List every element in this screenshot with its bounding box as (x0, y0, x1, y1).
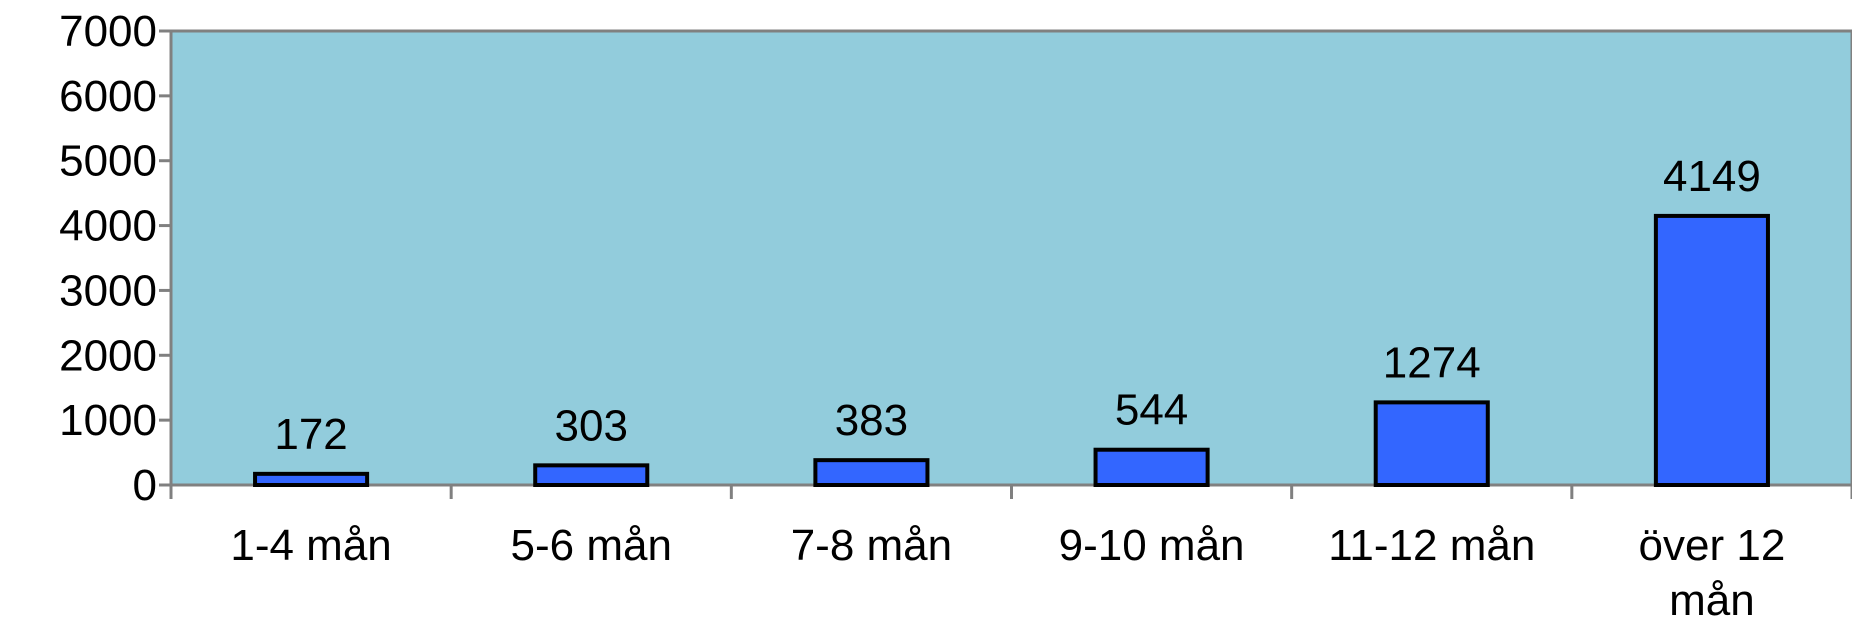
data-label: 4149 (1663, 152, 1761, 201)
y-tick-label: 3000 (59, 266, 157, 315)
bar (1653, 213, 1770, 487)
data-label: 1274 (1383, 338, 1481, 387)
bar (1093, 447, 1210, 487)
x-tick-label: 5-6 mån (511, 521, 672, 570)
x-tick-label: 11-12 mån (1328, 521, 1535, 570)
data-label: 383 (835, 396, 908, 445)
x-tick-label: över 12 mån (1639, 521, 1786, 625)
bar (813, 458, 930, 488)
x-tick-label: 1-4 mån (230, 521, 391, 570)
y-tick-label: 5000 (59, 137, 157, 186)
data-label: 303 (555, 401, 628, 450)
y-tick-label: 4000 (59, 202, 157, 251)
x-tick-label: 9-10 mån (1059, 521, 1245, 570)
plot-area (169, 29, 1852, 487)
y-tick-label: 2000 (59, 331, 157, 380)
data-label: 544 (1115, 386, 1188, 435)
y-tick-label: 1000 (59, 396, 157, 445)
bar (533, 463, 650, 488)
x-axis: 1-4 mån 5-6 mån 7-8 mån 9-10 mån 11-12 mån öv… (169, 483, 1852, 625)
bar-series (253, 213, 1770, 488)
y-tick-label: 7000 (59, 7, 157, 56)
y-tick-label: 6000 (59, 72, 157, 121)
y-tick-label: 0 (133, 461, 157, 510)
data-label: 172 (274, 410, 347, 459)
bar (1373, 400, 1490, 488)
x-tick-label: 7-8 mån (791, 521, 952, 570)
bar (253, 471, 370, 488)
y-axis: 0 1000 2000 3000 4000 5000 6000 7000 (59, 7, 173, 510)
data-labels: 172 303 383 544 1274 4149 (274, 152, 1760, 459)
